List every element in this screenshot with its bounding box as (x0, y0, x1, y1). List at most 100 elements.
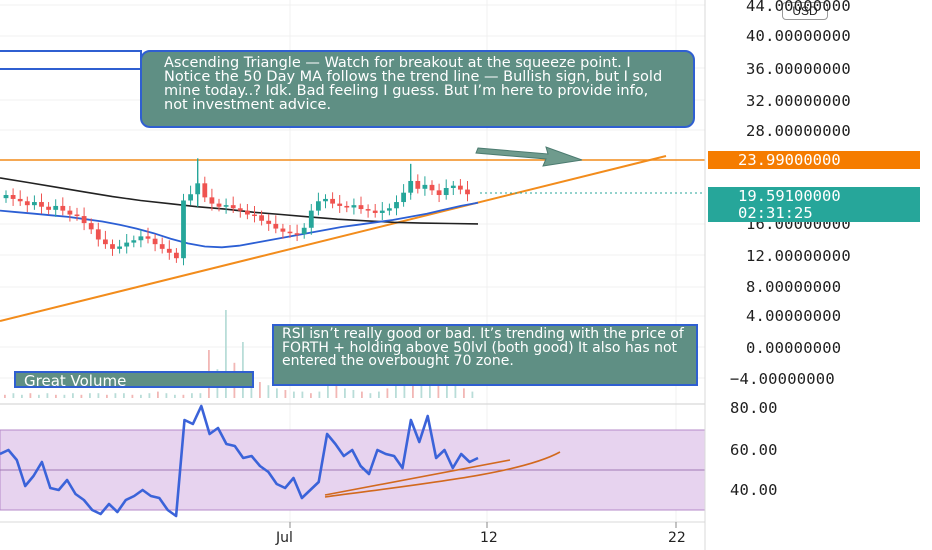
volume-bar (191, 393, 193, 398)
candle-body (230, 205, 236, 209)
candle-body (10, 195, 16, 199)
volume-bar (344, 388, 346, 398)
volume-bar (38, 394, 40, 398)
candle-body (32, 202, 37, 206)
candle-body (159, 244, 165, 249)
candle-body (337, 203, 343, 206)
volume-bar (225, 310, 227, 398)
annotation-rsi[interactable]: RSI isn’t really good or bad. It’s trend… (272, 324, 698, 386)
candle-body (365, 209, 371, 211)
volume-bar (437, 382, 440, 398)
volume-bar (471, 391, 474, 398)
currency-button[interactable]: USD (782, 2, 828, 20)
volume-bar (174, 394, 176, 398)
candle-body (46, 206, 51, 210)
candle-body (294, 233, 300, 235)
volume-bar (293, 391, 295, 398)
candle-body (436, 190, 442, 196)
candle-body (330, 198, 335, 204)
candle-body (372, 210, 378, 213)
candle-body (145, 236, 151, 239)
candle-body (131, 240, 137, 243)
candle-body (401, 192, 406, 203)
volume-bar (199, 393, 202, 398)
candle-body (237, 208, 243, 211)
candle-body (387, 208, 392, 211)
candle-body (351, 205, 357, 208)
candle-body (17, 198, 23, 202)
resistance-price-tag: 23.99000000 (708, 151, 920, 169)
candle-body (209, 197, 215, 204)
candle-body (3, 195, 9, 199)
candle-body (138, 236, 144, 241)
candle-body (259, 215, 264, 221)
volume-bar (12, 393, 15, 398)
candle-body (152, 238, 158, 245)
candle-body (450, 185, 456, 189)
breakout-arrow (475, 146, 583, 167)
candle-body (443, 188, 449, 196)
ma200-line (0, 177, 479, 225)
volume-bar (72, 393, 74, 398)
rsi-trend-line-1 (324, 459, 511, 496)
candle-body (422, 184, 428, 189)
rsi-trend-line-2 (324, 451, 561, 498)
candle-body (202, 183, 208, 198)
volume-bar (318, 391, 321, 398)
ascending-trendline (0, 155, 667, 322)
candle-body (344, 205, 350, 208)
candlesticks (3, 158, 470, 266)
candle-body (166, 248, 172, 253)
volume-bar (80, 394, 83, 398)
volume-bar (369, 393, 372, 398)
volume-bar (454, 385, 457, 398)
volume-bar (114, 393, 117, 398)
annotation-stub[interactable] (0, 50, 142, 70)
volume-bar (463, 388, 465, 398)
volume-bar (29, 393, 32, 398)
volume-bar (46, 393, 49, 398)
candle-body (74, 214, 80, 217)
candle-body (301, 227, 307, 235)
volume-bar (21, 394, 23, 398)
volume-bar (403, 374, 406, 398)
volume-bar (165, 393, 168, 398)
volume-bar (182, 394, 185, 398)
volume-bar (310, 393, 312, 398)
candle-body (81, 216, 87, 224)
candle-body (216, 203, 222, 207)
annotation-volume[interactable]: Great Volume (14, 371, 254, 389)
annotation-ascending-triangle[interactable]: Ascending Triangle — Watch for breakout … (140, 50, 695, 128)
candle-body (252, 214, 257, 217)
candle-body (223, 205, 229, 207)
price-tick: 40.00000000 (746, 27, 851, 45)
price-tick: 36.00000000 (746, 60, 851, 78)
candle-body (188, 194, 193, 201)
volume-bar (242, 342, 244, 398)
candle-body (110, 244, 115, 249)
volume-bar (352, 390, 355, 398)
candle-body (95, 229, 101, 240)
volume-bar (4, 394, 6, 398)
volume-bar (89, 393, 91, 398)
candle-body (308, 210, 314, 228)
bar-countdown: 02:31:25 (708, 205, 920, 222)
volume-bar (140, 394, 142, 398)
volume-bar (157, 391, 159, 398)
candle-body (394, 202, 399, 209)
volume-bar (63, 394, 66, 398)
candle-body (174, 252, 179, 259)
volume-bar (361, 391, 363, 398)
volume-bar (284, 390, 287, 398)
volume-bar (148, 393, 151, 398)
price-tick: 8.00000000 (746, 278, 842, 296)
volume-bar (276, 388, 278, 398)
volume-bar (327, 382, 329, 398)
volume-bar (429, 385, 431, 398)
candle-body (88, 223, 94, 230)
candle-body (245, 210, 250, 215)
price-tick: 12.00000000 (746, 247, 851, 265)
rsi-tick: 40.00 (730, 481, 778, 499)
x-tick-label: Jul (276, 530, 293, 546)
